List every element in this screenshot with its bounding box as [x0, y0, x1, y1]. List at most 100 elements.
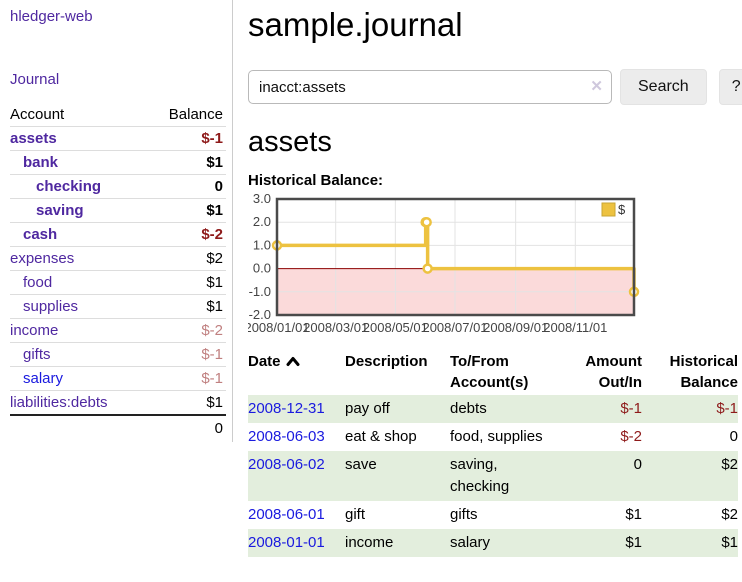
svg-text:2008/01/01: 2008/01/01	[248, 320, 310, 335]
svg-text:2008/05/01: 2008/05/01	[363, 320, 428, 335]
transaction-amount: $1	[625, 506, 642, 523]
transaction-accounts: salary	[450, 529, 550, 557]
account-row-saving: saving $1	[10, 198, 226, 223]
transaction-description: pay off	[345, 395, 450, 423]
account-link-supplies[interactable]: supplies	[23, 298, 79, 315]
account-link-cash[interactable]: cash	[23, 226, 58, 243]
svg-text:3.0: 3.0	[253, 194, 271, 206]
header-historical-line1: Historical	[669, 353, 738, 370]
svg-text:$: $	[618, 202, 626, 217]
account-row-income: income $-2	[10, 318, 226, 343]
svg-text:-2.0: -2.0	[249, 307, 271, 322]
transaction-date-link[interactable]: 2008-06-03	[248, 428, 325, 445]
account-balance: $1	[146, 390, 226, 415]
accounts-header-balance: Balance	[168, 106, 223, 123]
svg-text:1.0: 1.0	[253, 237, 271, 252]
transaction-row: 2008-12-31 pay off debts $-1 $-1	[248, 395, 738, 423]
account-link-gifts[interactable]: gifts	[23, 346, 51, 363]
transaction-description: eat & shop	[345, 428, 417, 445]
header-tofrom: To/From Account(s)	[450, 349, 550, 395]
header-tofrom-line2: Account(s)	[450, 374, 529, 391]
account-link-bank[interactable]: bank	[23, 154, 59, 171]
transaction-balance: $2	[642, 451, 738, 501]
account-balance: $1	[146, 198, 226, 223]
header-tofrom-line1: To/From	[450, 353, 509, 370]
account-row-checking: checking 0	[10, 174, 226, 199]
svg-text:2008/07/01: 2008/07/01	[422, 320, 487, 335]
header-historical-line2: Balance	[680, 374, 738, 391]
transactions-header-row: Date Description To/From Account(s) Amou…	[248, 349, 738, 395]
search-input[interactable]	[248, 70, 612, 104]
transaction-description: income	[345, 529, 450, 557]
header-date[interactable]: Date	[248, 349, 345, 395]
chart-title: Historical Balance:	[248, 172, 384, 189]
transaction-balance: $2	[721, 506, 738, 523]
transaction-row: 2008-06-03 eat & shop food, supplies $-2…	[248, 423, 738, 451]
app-title-link[interactable]: hledger-web	[10, 8, 93, 25]
account-balance: $-2	[146, 222, 226, 247]
account-row-gifts: gifts $-1	[10, 342, 226, 367]
svg-text:-1.0: -1.0	[249, 284, 271, 299]
header-amount-line1: Amount	[585, 353, 642, 370]
transaction-date-link[interactable]: 2008-06-02	[248, 456, 325, 473]
account-row-liabilities-debts: liabilities:debts $1	[10, 390, 226, 415]
transaction-accounts: food, supplies	[450, 428, 543, 445]
account-balance: $-1	[146, 342, 226, 367]
page-title: sample.journal	[248, 6, 463, 43]
sidebar: hledger-web Journal Account Balance asse…	[0, 0, 233, 442]
account-row-expenses: expenses $2	[10, 246, 226, 271]
account-balance: $-2	[146, 318, 226, 343]
svg-text:2008/03/01: 2008/03/01	[303, 320, 368, 335]
accounts-total-row: 0	[10, 414, 226, 437]
account-row-supplies: supplies $1	[10, 294, 226, 319]
header-description: Description	[345, 353, 428, 370]
transactions-table: Date Description To/From Account(s) Amou…	[248, 349, 738, 557]
account-row-food: food $1	[10, 270, 226, 295]
transaction-balance: $1	[642, 529, 738, 557]
accounts-header-row: Account Balance	[10, 103, 226, 127]
account-link-liabilities-debts[interactable]: liabilities:debts	[10, 394, 108, 411]
transaction-accounts: saving, checking	[450, 451, 550, 501]
account-row-bank: bank $1	[10, 150, 226, 175]
svg-text:2008/09/01: 2008/09/01	[483, 320, 548, 335]
svg-text:0.0: 0.0	[253, 261, 271, 276]
account-link-salary[interactable]: salary	[23, 370, 64, 387]
transaction-description: save	[345, 451, 450, 501]
transaction-row: 2008-06-02 save saving, checking 0 $2	[248, 451, 738, 501]
account-balance: $-1	[146, 126, 226, 151]
historical-balance-chart: $3.0 2.0 1.0 0.0 -1.0 -2.02008/01/012008/03/0…	[244, 191, 640, 335]
account-balance: $2	[146, 246, 226, 271]
account-row-assets: assets $-1	[10, 126, 226, 151]
transaction-date-link[interactable]: 2008-12-31	[248, 400, 325, 417]
header-date-label: Date	[248, 353, 281, 370]
account-link-expenses[interactable]: expenses	[10, 250, 75, 267]
transaction-description: gift	[345, 506, 366, 523]
transaction-accounts: gifts	[450, 506, 478, 523]
account-link-assets[interactable]: assets	[10, 130, 57, 147]
svg-text:2008/11/01: 2008/11/01	[543, 320, 607, 335]
transaction-row: 2008-06-01 gift gifts $1 $2	[248, 501, 738, 529]
search-button[interactable]: Search	[620, 69, 707, 105]
header-amount-line2: Out/In	[598, 374, 642, 391]
header-amount: Amount Out/In	[550, 349, 642, 395]
account-link-food[interactable]: food	[23, 274, 53, 291]
account-balance: $1	[146, 294, 226, 319]
account-link-income[interactable]: income	[10, 322, 59, 339]
clear-search-icon[interactable]: ✕	[590, 78, 603, 95]
main-content: sample.journal ✕ Search ? assets Histori…	[244, 0, 742, 557]
transaction-date-link[interactable]: 2008-06-01	[248, 506, 325, 523]
account-link-saving[interactable]: saving	[36, 202, 84, 219]
help-button[interactable]: ?	[718, 69, 742, 105]
accounts-header-account: Account	[10, 106, 65, 123]
account-row-salary: salary $-1	[10, 366, 226, 391]
account-row-cash: cash $-2	[10, 222, 226, 247]
header-historical: Historical Balance	[642, 349, 738, 395]
account-link-checking[interactable]: checking	[36, 178, 102, 195]
transaction-amount: $-2	[620, 428, 642, 445]
transaction-balance: $-1	[642, 395, 738, 423]
transaction-date-link[interactable]: 2008-01-01	[248, 534, 325, 551]
chevron-up-icon	[286, 357, 300, 366]
svg-text:2.0: 2.0	[253, 214, 271, 229]
accounts-table: Account Balance assets $-1 bank $1 check…	[10, 103, 226, 437]
sidebar-item-journal[interactable]: Journal	[10, 71, 60, 88]
